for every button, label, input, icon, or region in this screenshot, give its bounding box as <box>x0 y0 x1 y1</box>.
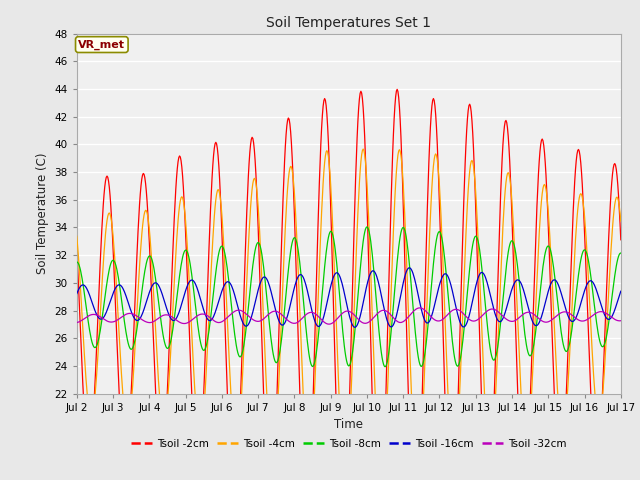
X-axis label: Time: Time <box>334 418 364 431</box>
Text: VR_met: VR_met <box>78 39 125 50</box>
Legend: Tsoil -2cm, Tsoil -4cm, Tsoil -8cm, Tsoil -16cm, Tsoil -32cm: Tsoil -2cm, Tsoil -4cm, Tsoil -8cm, Tsoi… <box>127 435 571 453</box>
Y-axis label: Soil Temperature (C): Soil Temperature (C) <box>36 153 49 275</box>
Title: Soil Temperatures Set 1: Soil Temperatures Set 1 <box>266 16 431 30</box>
